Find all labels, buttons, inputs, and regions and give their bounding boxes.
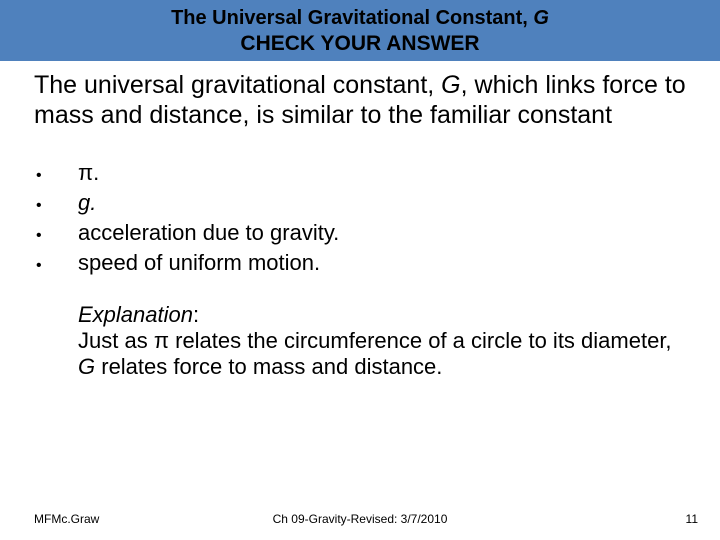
slide-title: The Universal Gravitational Constant, G [0, 6, 720, 31]
option-text: acceleration due to gravity. [78, 218, 339, 248]
explanation-sym: π [154, 328, 169, 353]
list-item: • acceleration due to gravity. [34, 218, 686, 248]
option-text: speed of uniform motion. [78, 248, 320, 278]
options-list: • π. • g. • acceleration due to gravity.… [34, 158, 686, 278]
question-part1: The universal gravitational constant, [34, 71, 441, 99]
list-item: • speed of uniform motion. [34, 248, 686, 278]
bullet-icon: • [34, 195, 78, 217]
slide-header: The Universal Gravitational Constant, G … [0, 0, 720, 61]
question-ital: G [441, 71, 460, 99]
explanation-mid: relates the circumference of a circle to… [169, 328, 672, 353]
option-text: π. [78, 158, 99, 188]
bullet-icon: • [34, 225, 78, 247]
question-text: The universal gravitational constant, G,… [34, 71, 686, 130]
footer-left: MFMc.Graw [34, 512, 99, 526]
bullet-icon: • [34, 255, 78, 277]
bullet-icon: • [34, 165, 78, 187]
explanation-ital: G [78, 354, 95, 379]
explanation-label: Explanation [78, 302, 193, 327]
title-text-ital: G [533, 7, 549, 29]
slide-footer: MFMc.Graw Ch 09-Gravity-Revised: 3/7/201… [0, 512, 720, 526]
footer-center: Ch 09-Gravity-Revised: 3/7/2010 [273, 512, 448, 526]
slide-content: The universal gravitational constant, G,… [0, 61, 720, 379]
explanation-pre: Just as [78, 328, 154, 353]
slide-subtitle: CHECK YOUR ANSWER [0, 31, 720, 57]
explanation-post: relates force to mass and distance. [95, 354, 442, 379]
option-text: g. [78, 188, 96, 218]
title-text-pre: The Universal Gravitational Constant, [171, 7, 533, 29]
explanation-block: Explanation: Just as π relates the circu… [34, 302, 686, 380]
list-item: • π. [34, 158, 686, 188]
option-text-ital: g. [78, 190, 96, 215]
list-item: • g. [34, 188, 686, 218]
colon: : [193, 302, 199, 327]
footer-page-number: 11 [686, 512, 698, 526]
